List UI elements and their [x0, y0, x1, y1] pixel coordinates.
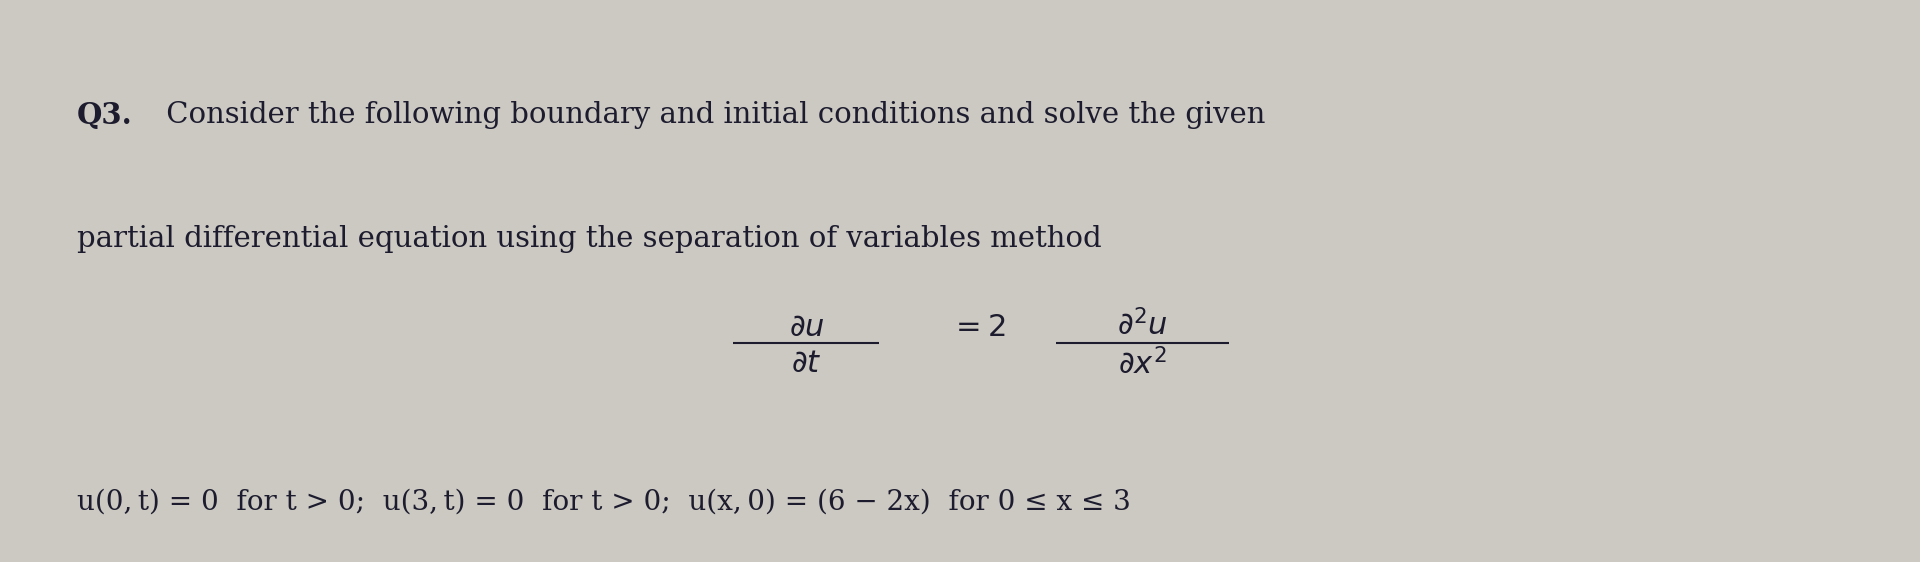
Text: Q3.: Q3. [77, 101, 132, 130]
Text: Consider the following boundary and initial conditions and solve the given: Consider the following boundary and init… [157, 101, 1265, 129]
Text: $\partial t$: $\partial t$ [791, 348, 822, 379]
Text: partial differential equation using the separation of variables method: partial differential equation using the … [77, 225, 1102, 253]
Text: $= 2$: $= 2$ [950, 312, 1006, 343]
Text: $\partial u$: $\partial u$ [789, 312, 824, 343]
Text: $\partial^{2} u$: $\partial^{2} u$ [1117, 310, 1167, 343]
Text: u(0, t) = 0  for t > 0;  u(3, t) = 0  for t > 0;  u(x, 0) = (6 − 2x)  for 0 ≤ x : u(0, t) = 0 for t > 0; u(3, t) = 0 for t… [77, 489, 1131, 516]
Text: $\partial x^{2}$: $\partial x^{2}$ [1117, 348, 1167, 381]
